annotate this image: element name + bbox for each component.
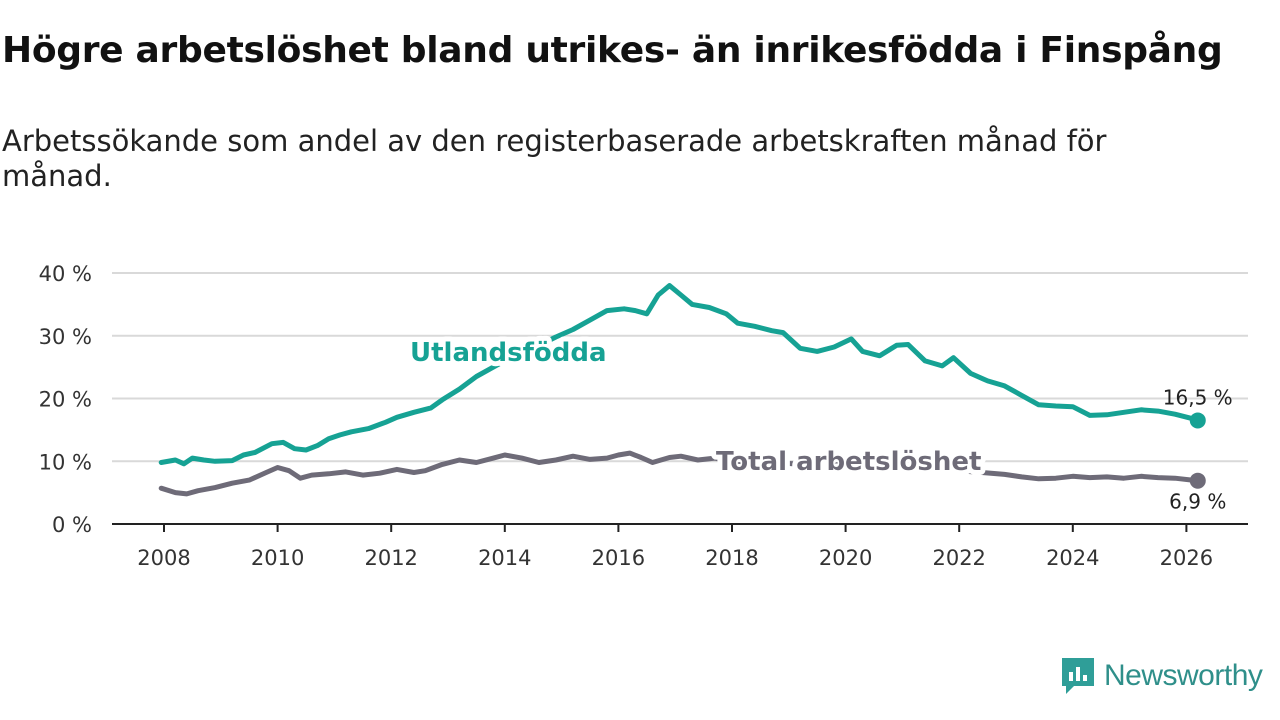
y-tick-label: 20 % bbox=[39, 388, 92, 412]
x-tick-label: 2024 bbox=[1046, 546, 1099, 570]
x-tick-label: 2018 bbox=[705, 546, 758, 570]
x-tick-label: 2008 bbox=[137, 546, 190, 570]
x-axis-ticks: 2008 2010 2012 2014 2016 2018 2020 2022 2024 2026 bbox=[137, 524, 1213, 570]
gridlines bbox=[112, 272, 1248, 463]
brand-name: Newsworthy bbox=[1104, 659, 1263, 692]
newsworthy-logo: Newsworthy bbox=[1060, 654, 1263, 698]
series-label-total: Total arbetslöshet bbox=[716, 447, 981, 477]
series-end-label: 16,5 % bbox=[1163, 385, 1233, 409]
x-tick-label: 2026 bbox=[1160, 546, 1213, 570]
series-end-label: 6,9 % bbox=[1169, 490, 1226, 514]
y-tick-label: 30 % bbox=[39, 325, 92, 349]
newsworthy-logo-icon bbox=[1062, 658, 1094, 694]
series-end-point bbox=[1189, 472, 1206, 489]
series-lines bbox=[158, 283, 1206, 497]
y-axis-ticks: 0 % 10 % 20 % 30 % 40 % bbox=[39, 262, 92, 537]
chart-subtitle: Arbetssökande som andel av den registerb… bbox=[2, 124, 1107, 193]
chart-title: Högre arbetslöshet bland utrikes- än inr… bbox=[2, 30, 1223, 71]
x-tick-label: 2014 bbox=[478, 546, 531, 570]
series-label-utlandsfodda: Utlandsfödda bbox=[410, 338, 607, 368]
series-end-point bbox=[1189, 412, 1206, 429]
y-tick-label: 10 % bbox=[39, 450, 92, 474]
x-tick-label: 2022 bbox=[932, 546, 985, 570]
y-tick-label: 0 % bbox=[52, 513, 92, 537]
series-line-utlandsfodda bbox=[158, 283, 1201, 467]
line-chart: 0 % 10 % 20 % 30 % 40 % 2008 2010 2012 2014 2016… bbox=[39, 262, 1248, 570]
x-tick-label: 2010 bbox=[251, 546, 304, 570]
series-line-total bbox=[158, 450, 1201, 497]
y-tick-label: 40 % bbox=[39, 262, 92, 286]
x-tick-label: 2020 bbox=[819, 546, 872, 570]
series-labels: 16,5 % 6,9 % Utlandsfödda Total arbetslöshe… bbox=[405, 333, 1233, 514]
x-tick-label: 2016 bbox=[592, 546, 645, 570]
x-tick-label: 2012 bbox=[364, 546, 417, 570]
